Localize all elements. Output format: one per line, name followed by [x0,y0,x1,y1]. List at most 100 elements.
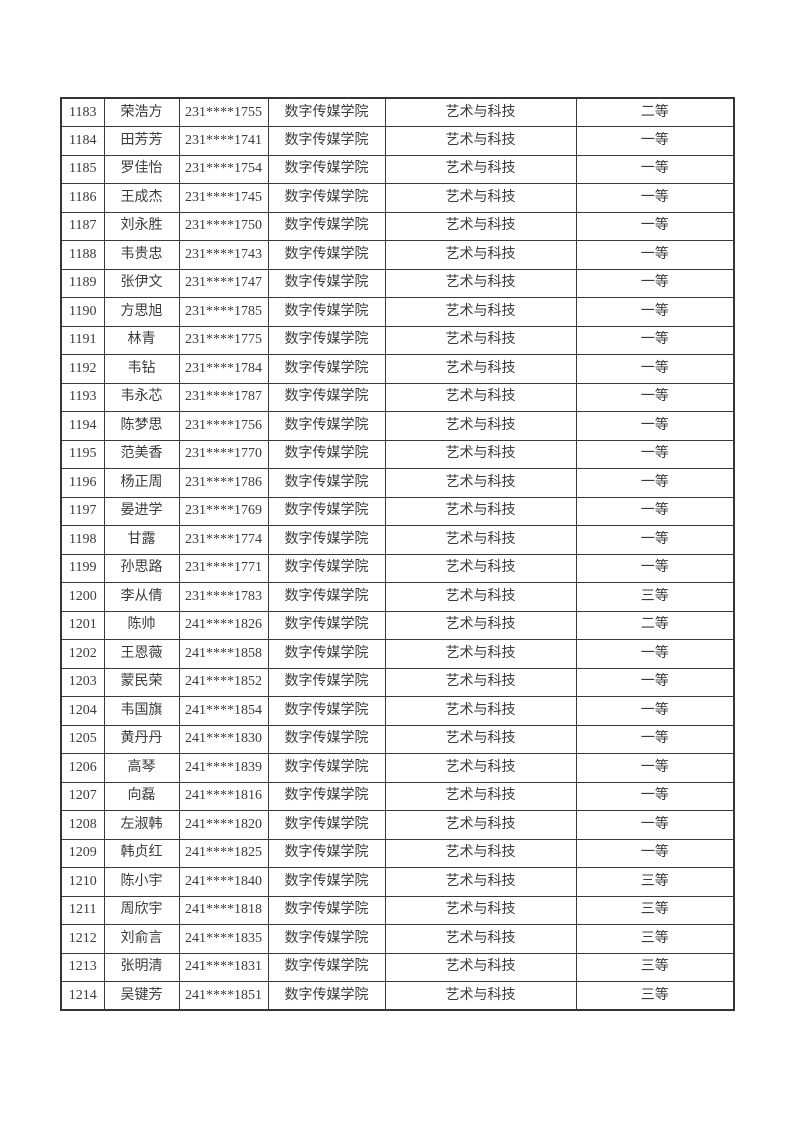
cell-name: 韦永芯 [103,382,180,412]
cell-award: 一等 [575,781,735,811]
cell-student-id: 241****1852 [178,667,269,697]
cell-award: 一等 [575,525,735,555]
cell-college: 数字传媒学院 [267,553,386,583]
cell-index: 1209 [60,838,105,868]
cell-major: 艺术与科技 [384,667,577,697]
cell-college: 数字传媒学院 [267,696,386,726]
cell-major: 艺术与科技 [384,354,577,384]
table-row: 1193 韦永芯 231****1787 数字传媒学院 艺术与科技 一等 [60,382,735,412]
cell-major: 艺术与科技 [384,411,577,441]
table-row: 1206 高琴 241****1839 数字传媒学院 艺术与科技 一等 [60,753,735,783]
cell-index: 1189 [60,268,105,298]
cell-index: 1199 [60,553,105,583]
cell-student-id: 241****1816 [178,781,269,811]
cell-college: 数字传媒学院 [267,496,386,526]
cell-name: 荣浩方 [103,97,180,127]
cell-award: 一等 [575,838,735,868]
cell-award: 三等 [575,895,735,925]
cell-name: 张伊文 [103,268,180,298]
cell-award: 一等 [575,126,735,156]
table-row: 1199 孙思路 231****1771 数字传媒学院 艺术与科技 一等 [60,553,735,583]
cell-college: 数字传媒学院 [267,325,386,355]
cell-college: 数字传媒学院 [267,439,386,469]
cell-index: 1200 [60,582,105,612]
table-row: 1198 甘露 231****1774 数字传媒学院 艺术与科技 一等 [60,525,735,555]
cell-student-id: 241****1858 [178,639,269,669]
cell-college: 数字传媒学院 [267,639,386,669]
table-row: 1212 刘俞言 241****1835 数字传媒学院 艺术与科技 三等 [60,924,735,954]
cell-award: 一等 [575,724,735,754]
cell-college: 数字传媒学院 [267,354,386,384]
cell-award: 三等 [575,867,735,897]
cell-index: 1211 [60,895,105,925]
cell-name: 孙思路 [103,553,180,583]
cell-index: 1195 [60,439,105,469]
cell-index: 1192 [60,354,105,384]
cell-college: 数字传媒学院 [267,297,386,327]
cell-name: 田芳芳 [103,126,180,156]
cell-college: 数字传媒学院 [267,753,386,783]
cell-student-id: 231****1754 [178,154,269,184]
cell-student-id: 241****1831 [178,952,269,982]
cell-award: 一等 [575,411,735,441]
cell-award: 一等 [575,496,735,526]
cell-award: 三等 [575,952,735,982]
cell-award: 一等 [575,667,735,697]
table-row: 1213 张明清 241****1831 数字传媒学院 艺术与科技 三等 [60,952,735,982]
cell-award: 一等 [575,183,735,213]
cell-award: 三等 [575,924,735,954]
cell-major: 艺术与科技 [384,981,577,1011]
cell-award: 一等 [575,639,735,669]
cell-index: 1212 [60,924,105,954]
cell-college: 数字传媒学院 [267,867,386,897]
cell-major: 艺术与科技 [384,553,577,583]
cell-award: 一等 [575,154,735,184]
cell-college: 数字传媒学院 [267,810,386,840]
cell-index: 1185 [60,154,105,184]
cell-student-id: 241****1835 [178,924,269,954]
table-row: 1183 荣浩方 231****1755 数字传媒学院 艺术与科技 二等 [60,97,735,127]
table-row: 1202 王恩薇 241****1858 数字传媒学院 艺术与科技 一等 [60,639,735,669]
cell-student-id: 231****1741 [178,126,269,156]
cell-name: 陈梦思 [103,411,180,441]
cell-student-id: 231****1775 [178,325,269,355]
cell-award: 一等 [575,696,735,726]
cell-name: 陈小宇 [103,867,180,897]
cell-award: 一等 [575,325,735,355]
cell-name: 王恩薇 [103,639,180,669]
table-row: 1192 韦钻 231****1784 数字传媒学院 艺术与科技 一等 [60,354,735,384]
cell-major: 艺术与科技 [384,867,577,897]
cell-student-id: 241****1851 [178,981,269,1011]
table-row: 1200 李从倩 231****1783 数字传媒学院 艺术与科技 三等 [60,582,735,612]
cell-index: 1187 [60,211,105,241]
cell-major: 艺术与科技 [384,525,577,555]
cell-award: 一等 [575,354,735,384]
cell-index: 1193 [60,382,105,412]
cell-name: 晏进学 [103,496,180,526]
cell-student-id: 231****1787 [178,382,269,412]
cell-name: 高琴 [103,753,180,783]
award-table-body: 1183 荣浩方 231****1755 数字传媒学院 艺术与科技 二等 1184 田芳芳 23… [60,97,735,1011]
cell-major: 艺术与科技 [384,952,577,982]
table-row: 1185 罗佳怡 231****1754 数字传媒学院 艺术与科技 一等 [60,154,735,184]
cell-major: 艺术与科技 [384,639,577,669]
cell-student-id: 231****1774 [178,525,269,555]
cell-award: 三等 [575,582,735,612]
cell-college: 数字传媒学院 [267,183,386,213]
table-row: 1209 韩贞红 241****1825 数字传媒学院 艺术与科技 一等 [60,838,735,868]
cell-major: 艺术与科技 [384,268,577,298]
cell-name: 刘永胜 [103,211,180,241]
cell-college: 数字传媒学院 [267,838,386,868]
cell-name: 韦贵忠 [103,240,180,270]
cell-index: 1203 [60,667,105,697]
cell-index: 1201 [60,610,105,640]
cell-index: 1214 [60,981,105,1011]
cell-index: 1207 [60,781,105,811]
cell-name: 甘露 [103,525,180,555]
cell-college: 数字传媒学院 [267,411,386,441]
cell-student-id: 241****1820 [178,810,269,840]
cell-student-id: 231****1770 [178,439,269,469]
cell-college: 数字传媒学院 [267,610,386,640]
table-row: 1190 方思旭 231****1785 数字传媒学院 艺术与科技 一等 [60,297,735,327]
